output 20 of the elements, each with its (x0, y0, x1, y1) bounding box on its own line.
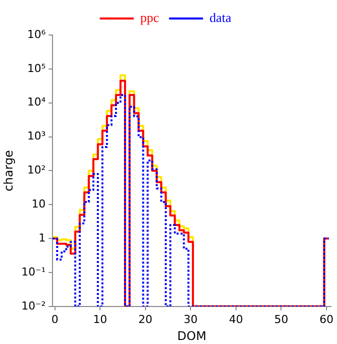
x-tick-label: 30 (184, 312, 198, 326)
legend-label: ppc (140, 10, 160, 25)
x-tick-label: 0 (51, 312, 58, 326)
y-tick-label: 10⁵ (27, 62, 46, 75)
y-tick-label: 10 (32, 197, 46, 210)
legend-label: data (210, 10, 232, 25)
y-tick-label: 10² (27, 164, 46, 177)
y-tick-label: 1 (38, 231, 46, 244)
x-tick-label: 50 (274, 312, 288, 326)
y-tick-label: 10⁻¹ (21, 265, 46, 278)
y-tick-label: 10³ (27, 130, 46, 143)
y-tick-label: 10⁻² (21, 299, 46, 312)
x-tick-label: 10 (93, 312, 108, 326)
y-tick-label: 10⁴ (27, 96, 46, 109)
x-tick-label: 60 (319, 312, 334, 326)
x-tick-label: 40 (228, 312, 243, 326)
x-tick-label: 20 (138, 312, 152, 326)
x-axis-title: DOM (177, 328, 206, 343)
y-tick-label: 10⁶ (27, 28, 46, 41)
y-axis-title: charge (1, 150, 16, 192)
